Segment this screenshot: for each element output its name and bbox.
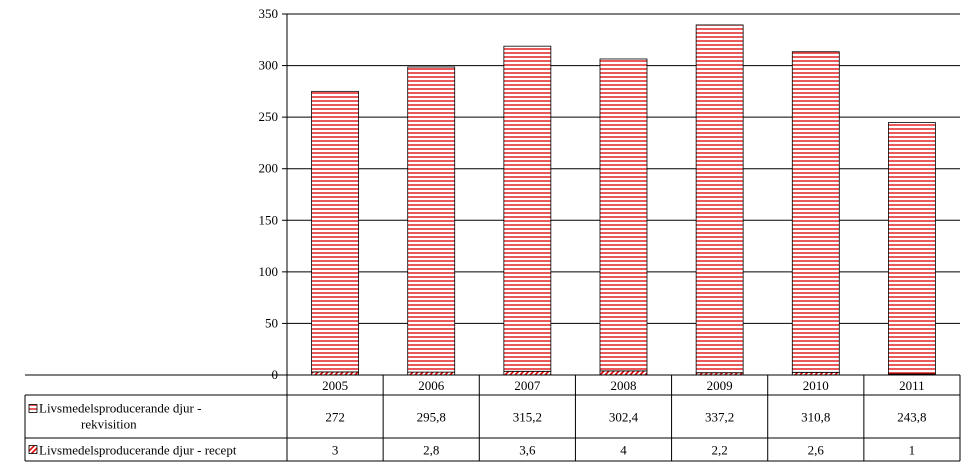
data-table: 2005 2006 2007 2008 2009 2010 2011 Livsmedelspr… bbox=[24, 374, 961, 462]
y-tick-label: 350 bbox=[259, 6, 279, 21]
x-tick-label: 2009 bbox=[707, 378, 733, 393]
axes: 050100150200250300350 bbox=[259, 6, 288, 461]
x-tick-label: 2010 bbox=[803, 378, 829, 393]
bar-2008-series-0 bbox=[599, 370, 648, 376]
x-tick-label: 2011 bbox=[899, 378, 925, 393]
data-label: 1 bbox=[909, 443, 916, 458]
bar-2005-series-1 bbox=[311, 90, 359, 373]
bar-2006-series-1 bbox=[407, 66, 456, 373]
data-label: 302,4 bbox=[609, 410, 639, 425]
y-tick-label: 100 bbox=[259, 264, 279, 279]
y-tick-label: 300 bbox=[259, 58, 279, 73]
x-tick-label: 2005 bbox=[322, 378, 348, 393]
legend-label: Livsmedelsproducerande djur - bbox=[39, 401, 201, 416]
legend-label: rekvisition bbox=[81, 417, 137, 432]
bar-2010-series-1 bbox=[791, 51, 840, 373]
bars bbox=[311, 24, 936, 376]
legend-label: Livsmedelsproducerande djur - recept bbox=[39, 443, 237, 458]
legend-key-series-0 bbox=[28, 445, 38, 454]
data-label: 3,6 bbox=[519, 443, 536, 458]
bar-2011-series-1 bbox=[888, 122, 936, 375]
y-tick-label: 250 bbox=[259, 109, 279, 124]
x-tick-label: 2008 bbox=[611, 378, 637, 393]
x-tick-label: 2007 bbox=[514, 378, 541, 393]
data-label: 2,6 bbox=[808, 443, 825, 458]
bar-2008-series-1 bbox=[599, 58, 648, 372]
bar-2009-series-1 bbox=[695, 24, 744, 374]
data-label: 315,2 bbox=[513, 410, 542, 425]
y-tick-label: 200 bbox=[259, 161, 279, 176]
data-label: 3 bbox=[332, 443, 339, 458]
data-label: 243,8 bbox=[897, 410, 926, 425]
data-label: 295,8 bbox=[417, 410, 446, 425]
y-tick-label: 50 bbox=[265, 315, 278, 330]
data-label: 272 bbox=[325, 410, 345, 425]
bar-2007-series-1 bbox=[503, 45, 552, 372]
data-label: 310,8 bbox=[801, 410, 830, 425]
data-label: 2,8 bbox=[423, 443, 439, 458]
x-tick-label: 2006 bbox=[418, 378, 445, 393]
legend-key-series-1 bbox=[28, 404, 38, 413]
data-label: 337,2 bbox=[705, 410, 734, 425]
bar-2007-series-0 bbox=[503, 370, 552, 376]
y-tick-label: 150 bbox=[259, 212, 279, 227]
data-label: 2,2 bbox=[712, 443, 728, 458]
data-label: 4 bbox=[620, 443, 627, 458]
